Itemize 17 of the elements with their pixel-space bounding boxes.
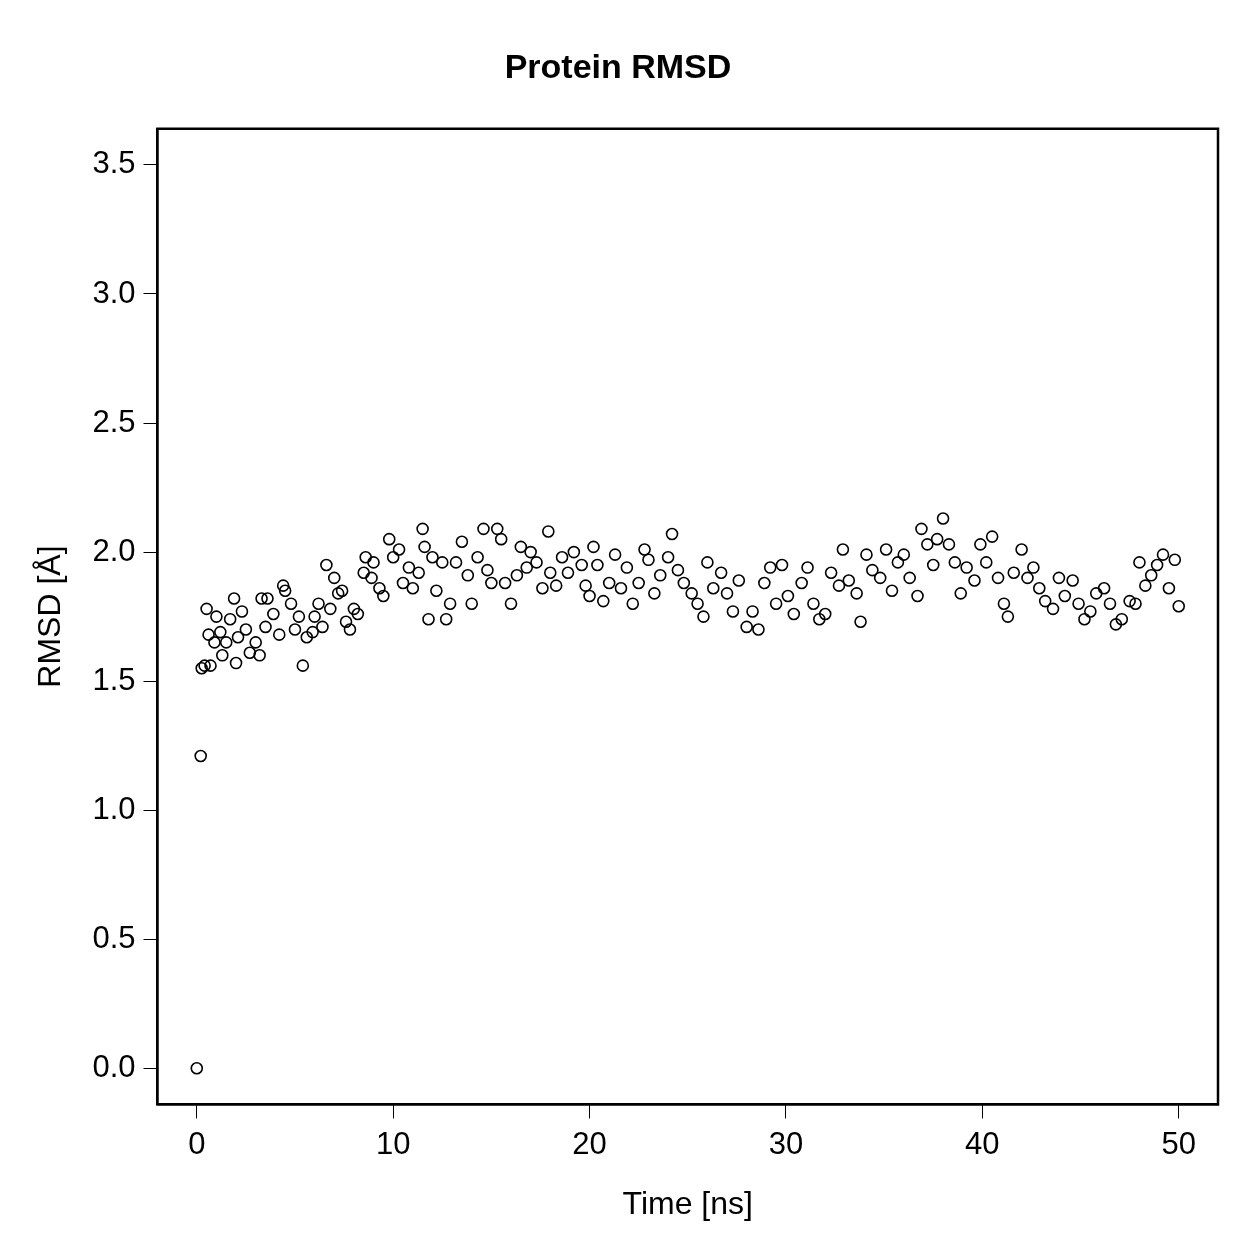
y-tick-label: 3.5	[92, 145, 136, 181]
chart-title: Protein RMSD	[504, 46, 732, 85]
y-tick-label: 2.5	[92, 403, 136, 439]
y-tick-label: 2.0	[92, 532, 136, 568]
x-tick-label: 0	[188, 1125, 206, 1161]
y-axis-title: RMSD [Å]	[31, 545, 68, 688]
x-axis-title: Time [ns]	[622, 1184, 753, 1221]
x-tick-label: 10	[375, 1125, 411, 1161]
y-tick-label: 0.5	[92, 919, 136, 955]
x-tick-label: 40	[965, 1125, 1000, 1161]
x-tick-label: 50	[1161, 1125, 1196, 1161]
x-tick-label: 30	[768, 1125, 804, 1161]
y-tick-label: 1.0	[92, 790, 136, 826]
y-tick-label: 1.5	[92, 661, 136, 697]
y-tick-label: 0.0	[92, 1048, 136, 1084]
y-tick-label: 3.0	[92, 274, 136, 310]
x-tick-label: 20	[572, 1125, 607, 1161]
